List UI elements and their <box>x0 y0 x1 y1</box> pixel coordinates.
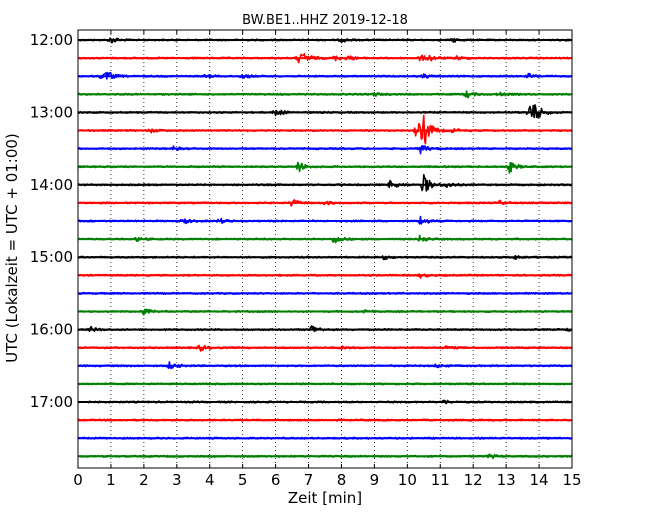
y-tick-label: 17:00 <box>30 393 73 411</box>
x-tick-label: 5 <box>238 471 248 489</box>
chart-title: BW.BE1..HHZ 2019-12-18 <box>242 13 408 28</box>
x-axis: 0 1 2 3 4 5 6 7 8 9 10 11 12 13 14 15 <box>73 30 582 489</box>
x-tick-label: 7 <box>304 471 314 489</box>
x-tick-label: 12 <box>464 471 483 489</box>
y-tick-label: 16:00 <box>30 321 73 339</box>
x-tick-label: 6 <box>271 471 281 489</box>
x-tick-label: 2 <box>139 471 149 489</box>
x-tick-label: 13 <box>497 471 516 489</box>
x-tick-label: 15 <box>562 471 581 489</box>
x-tick-label: 14 <box>530 471 549 489</box>
y-axis: 12:00 13:00 14:00 15:00 16:00 17:00 <box>30 31 572 411</box>
x-tick-label: 8 <box>337 471 347 489</box>
x-tick-label: 11 <box>431 471 450 489</box>
x-tick-label: 10 <box>398 471 417 489</box>
x-tick-label: 0 <box>73 471 83 489</box>
x-tick-label: 3 <box>172 471 182 489</box>
x-tick-label: 1 <box>106 471 116 489</box>
y-tick-label: 14:00 <box>30 176 73 194</box>
y-tick-label: 15:00 <box>30 248 73 266</box>
y-tick-label: 13:00 <box>30 103 73 121</box>
x-tick-label: 9 <box>370 471 380 489</box>
trace-group <box>77 37 573 460</box>
plot-frame <box>77 29 573 469</box>
y-tick-label: 12:00 <box>30 31 73 49</box>
x-tick-label: 4 <box>205 471 215 489</box>
x-axis-label: Zeit [min] <box>288 489 362 507</box>
y-axis-label: UTC (Lokalzeit = UTC + 01:00) <box>3 133 21 363</box>
